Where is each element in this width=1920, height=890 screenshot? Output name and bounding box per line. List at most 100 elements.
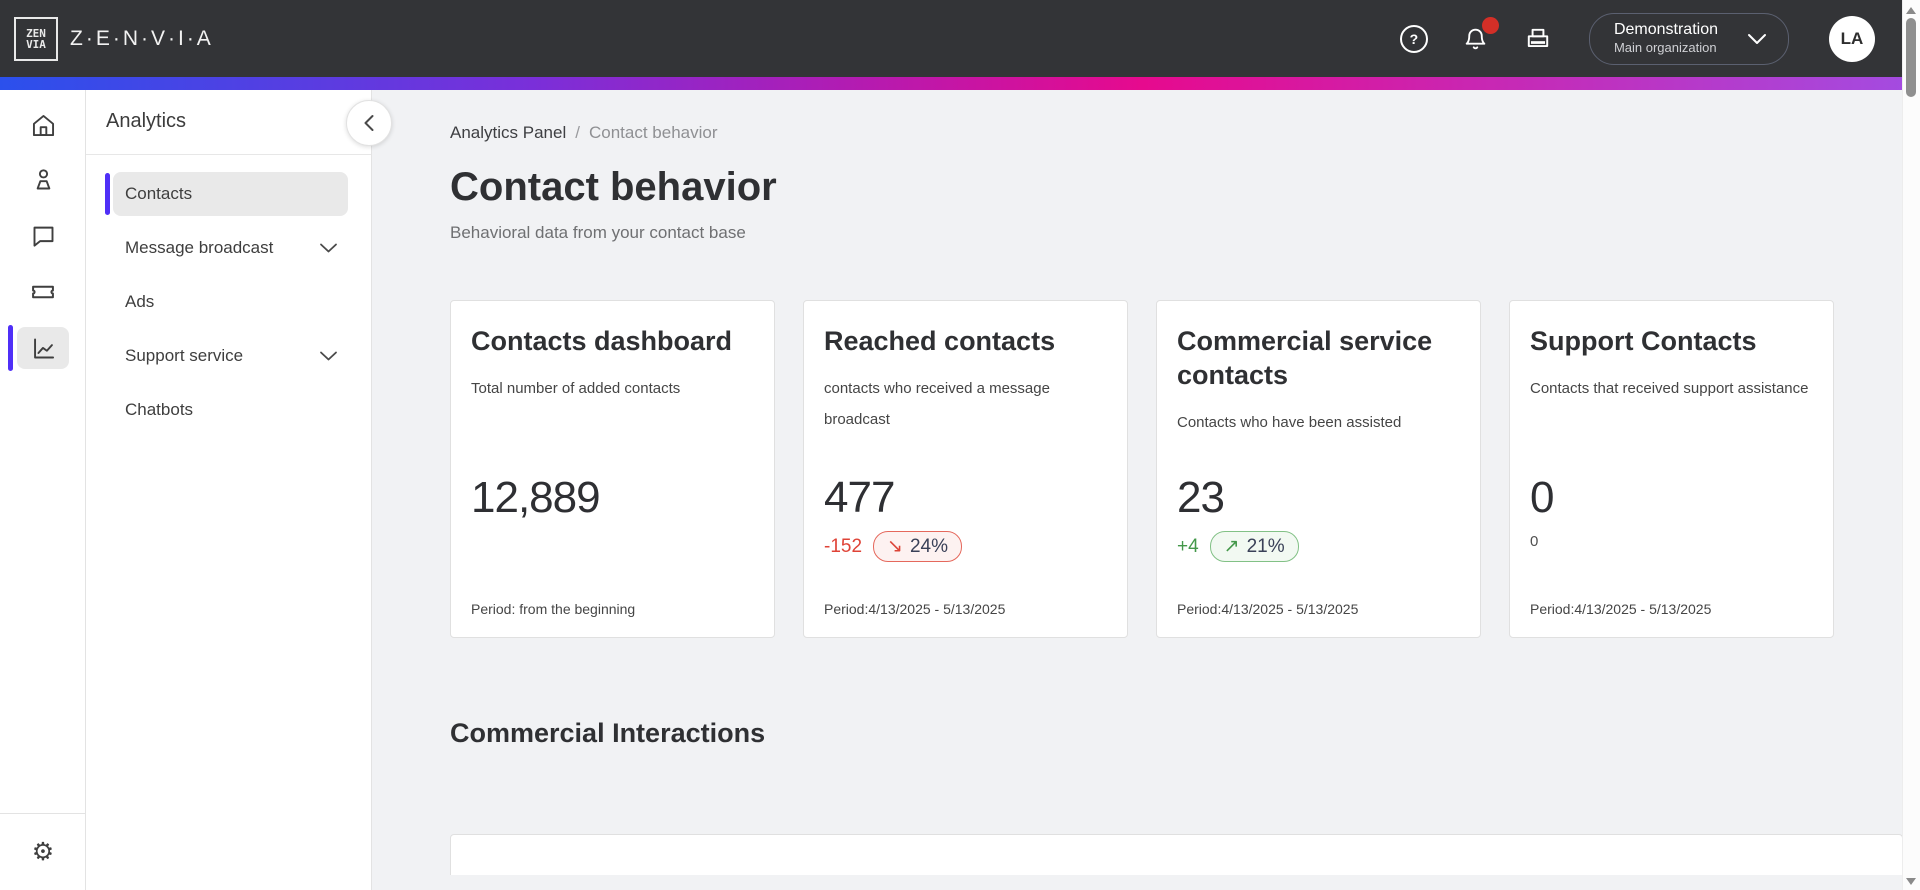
analytics-sidebar: Analytics Contacts Message broadcast Ads…	[86, 90, 372, 890]
zenvia-logo[interactable]: ZEN VIA Z·E·N·V·I·A	[14, 16, 214, 61]
card-period: Period:4/13/2025 - 5/13/2025	[1177, 601, 1359, 617]
icon-rail: ⚙	[0, 90, 86, 890]
card-title: Reached contacts	[824, 326, 1056, 356]
card-title: Commercial service contacts	[1177, 326, 1433, 390]
rail-divider	[0, 813, 85, 814]
nav-contacts-button[interactable]	[17, 158, 69, 200]
nav-analytics-button[interactable]	[17, 327, 69, 369]
trend-up-arrow-icon: ↗	[1223, 536, 1240, 557]
nav-home-button[interactable]	[17, 104, 69, 146]
bell-icon	[1466, 28, 1486, 49]
notification-badge	[1481, 16, 1499, 34]
nav-conversations-button[interactable]	[17, 214, 69, 256]
top-bar: ZEN VIA Z·E·N·V·I·A ? Demonstration	[0, 0, 1903, 77]
zenvia-logo-icon: ZEN VIA	[14, 16, 58, 61]
gear-icon: ⚙	[31, 837, 55, 866]
sidebar-item-ads[interactable]: Ads	[113, 280, 348, 324]
printer-icon	[1527, 28, 1549, 47]
card-title: Contacts dashboard	[471, 326, 733, 356]
card-description: Contacts who have been assisted	[1177, 413, 1402, 431]
card-delta-row: +4 ↗ 21%	[1177, 531, 1299, 562]
logo-mark-top: ZEN	[26, 26, 46, 40]
chevron-left-icon	[364, 115, 374, 131]
card-period: Period: from the beginning	[471, 601, 636, 617]
notifications-button[interactable]	[1461, 16, 1499, 54]
card-description: Total number of added contacts	[471, 379, 681, 397]
sidebar-divider	[86, 154, 371, 155]
chevron-down-icon	[319, 242, 338, 254]
sidebar-item-label: Contacts	[125, 184, 193, 203]
sidebar-item-label: Support service	[125, 346, 244, 365]
nav-tickets-button[interactable]	[17, 271, 69, 313]
logo-mark-bottom: VIA	[26, 37, 46, 51]
card-value: 23	[1177, 473, 1225, 522]
card-value: 0	[1530, 473, 1555, 522]
organization-sub-label: Main organization	[1613, 40, 1717, 56]
nav-settings-button[interactable]: ⚙	[17, 831, 69, 873]
trend-percent: 24%	[909, 535, 948, 557]
scrollbar-up-arrow[interactable]	[1906, 7, 1916, 14]
breadcrumb-analytics-panel[interactable]: Analytics Panel	[450, 123, 567, 142]
home-icon	[32, 114, 54, 136]
trend-percent: 21%	[1246, 535, 1285, 557]
chat-icon	[33, 226, 53, 247]
brand-gradient-bar	[0, 77, 1903, 90]
sidebar-title: Analytics	[106, 110, 187, 132]
sidebar-item-contacts[interactable]: Contacts	[105, 172, 348, 216]
page-title: Contact behavior	[450, 165, 777, 209]
sidebar-item-label: Ads	[125, 292, 155, 311]
organization-selector[interactable]: Demonstration Main organization	[1588, 12, 1789, 65]
kpi-cards-row: Contacts dashboard Total number of added…	[450, 300, 1903, 638]
breadcrumb: Analytics Panel / Contact behavior	[450, 123, 1903, 143]
scrollbar-down-arrow[interactable]	[1906, 878, 1916, 885]
sidebar-collapse-button[interactable]	[346, 100, 392, 146]
sidebar-item-message-broadcast[interactable]: Message broadcast	[113, 226, 348, 270]
delta-value: -152	[824, 535, 863, 557]
sidebar-item-label: Chatbots	[125, 400, 194, 419]
rail-active-indicator	[8, 325, 13, 371]
page-subtitle: Behavioral data from your contact base	[450, 223, 746, 242]
main-content: Analytics Panel / Contact behavior Conta…	[372, 90, 1903, 890]
sidebar-item-chatbots[interactable]: Chatbots	[113, 388, 348, 432]
card-support-contacts: Support Contacts Contacts that received …	[1509, 300, 1834, 638]
help-button[interactable]: ?	[1399, 24, 1429, 54]
delta-value: +4	[1177, 535, 1199, 557]
user-avatar[interactable]: LA	[1829, 15, 1875, 62]
card-reached-contacts: Reached contacts contacts who received a…	[803, 300, 1128, 638]
card-description: contacts who received a message broadcas…	[824, 379, 1050, 429]
chart-icon	[33, 338, 54, 358]
organization-name: Demonstration	[1613, 21, 1718, 39]
card-period: Period:4/13/2025 - 5/13/2025	[1530, 601, 1712, 617]
scrollbar-thumb[interactable]	[1906, 18, 1916, 97]
sidebar-menu: Contacts Message broadcast Ads Support s…	[86, 172, 371, 442]
card-period: Period:4/13/2025 - 5/13/2025	[824, 601, 1006, 617]
card-delta-row: -152 ↘ 24%	[824, 531, 962, 562]
trend-badge: ↗ 21%	[1209, 531, 1299, 562]
card-value: 477	[824, 473, 895, 522]
card-value: 12,889	[471, 473, 601, 522]
sidebar-item-label: Message broadcast	[125, 238, 274, 257]
person-icon	[36, 168, 50, 189]
trend-down-arrow-icon: ↘	[887, 536, 903, 557]
breadcrumb-current: Contact behavior	[588, 123, 718, 142]
brand-name: Z·E·N·V·I·A	[70, 26, 214, 50]
avatar-initials: LA	[1840, 28, 1864, 48]
chevron-down-icon	[1746, 32, 1768, 46]
print-button[interactable]	[1523, 24, 1553, 54]
topbar-actions: ? Demonstration Main organization	[1367, 12, 1875, 65]
app-body: ⚙ Analytics Contacts Message broadcast A…	[0, 90, 1903, 890]
help-icon: ?	[1399, 24, 1428, 53]
trend-badge: ↘ 24%	[873, 531, 962, 562]
card-sub-value: 0	[1530, 533, 1539, 550]
chevron-down-icon	[319, 350, 338, 362]
card-title: Support Contacts	[1530, 326, 1757, 356]
commercial-interactions-card	[450, 834, 1903, 875]
card-description: Contacts that received support assistanc…	[1530, 379, 1809, 397]
sidebar-item-support-service[interactable]: Support service	[113, 334, 348, 378]
card-contacts-dashboard: Contacts dashboard Total number of added…	[450, 300, 775, 638]
vertical-scrollbar[interactable]	[1902, 0, 1920, 890]
ticket-icon	[32, 285, 54, 299]
card-commercial-service-contacts: Commercial service contacts Contacts who…	[1156, 300, 1481, 638]
section-title-commercial-interactions: Commercial Interactions	[450, 718, 766, 748]
breadcrumb-separator: /	[575, 123, 580, 142]
